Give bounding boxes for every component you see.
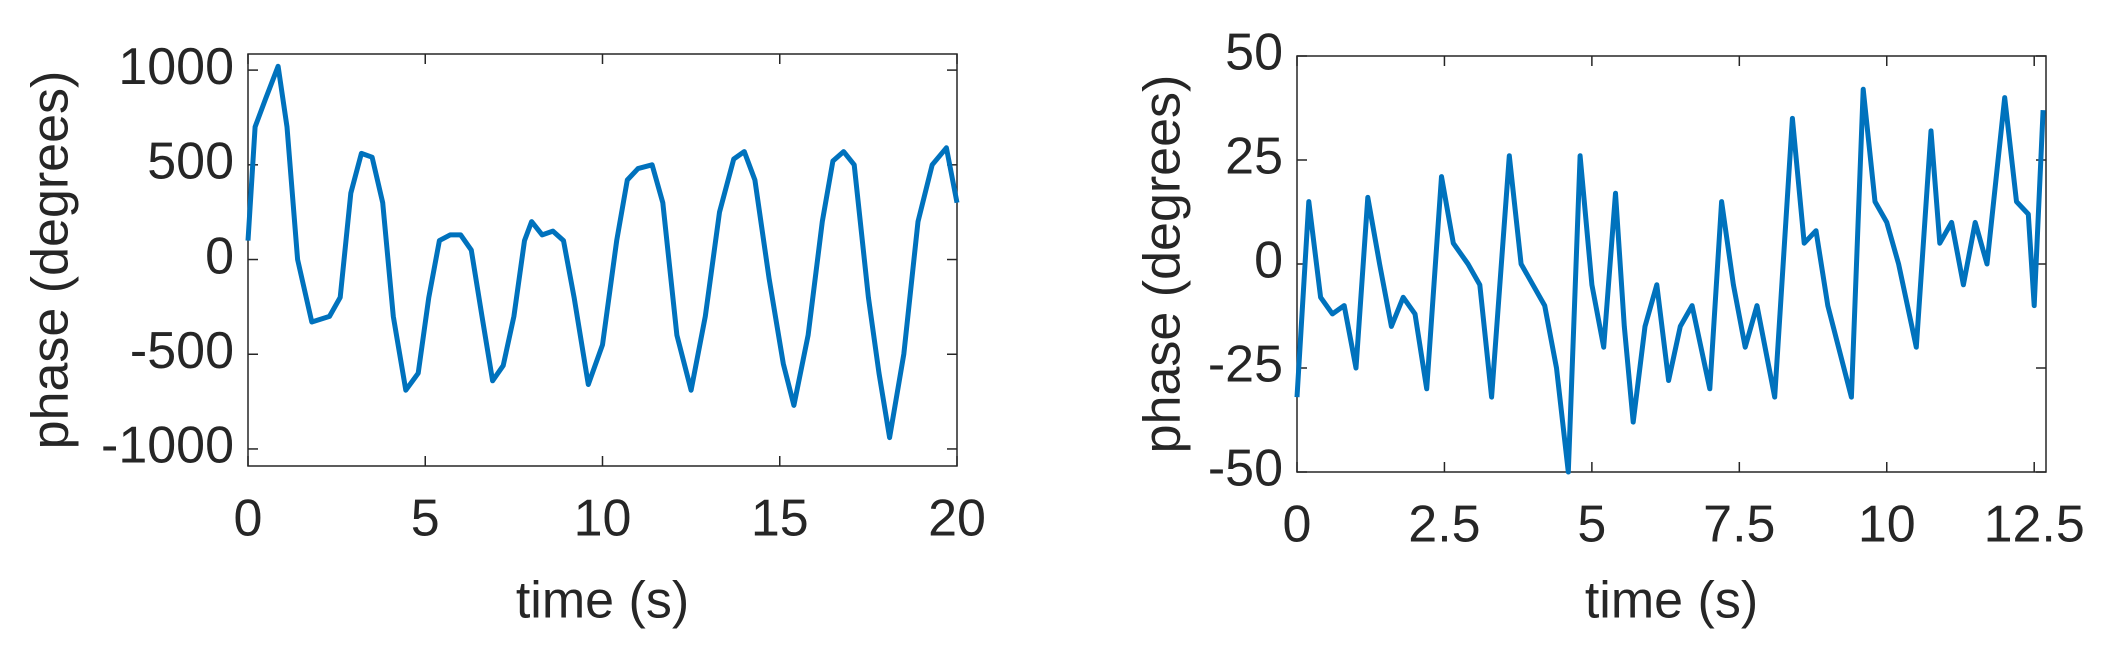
x-tick-label: 7.5 (1703, 496, 1775, 554)
data-line (245, 63, 960, 441)
data-line (1294, 86, 2046, 475)
x-axis-label: time (s) (516, 572, 689, 630)
x-tick-label: 5 (411, 490, 440, 548)
y-axis-label: phase (degrees) (1134, 75, 1192, 454)
y-tick-label: 1000 (118, 38, 234, 96)
x-tick-label: 2.5 (1408, 496, 1480, 554)
x-tick-label: 0 (1283, 496, 1312, 554)
y-tick-label: -500 (130, 322, 234, 380)
x-tick-label: 5 (1577, 496, 1606, 554)
x-tick-label: 20 (928, 490, 986, 548)
plot-frame (247, 53, 958, 467)
x-tick-label: 10 (574, 490, 632, 548)
x-tick-label: 15 (751, 490, 809, 548)
x-tick-label: 10 (1858, 496, 1916, 554)
y-tick-label: 0 (1254, 232, 1283, 290)
y-tick-label: 50 (1225, 24, 1283, 82)
y-tick-label: -25 (1208, 336, 1283, 394)
y-tick-label: -1000 (101, 417, 234, 475)
x-axis-label: time (s) (1585, 572, 1758, 630)
y-tick-label: 500 (147, 133, 234, 191)
plot-frame (1296, 55, 2047, 473)
x-tick-label: 12.5 (1984, 496, 2085, 554)
x-tick-label: 0 (234, 490, 263, 548)
y-tick-label: -50 (1208, 440, 1283, 498)
y-tick-label: 0 (205, 227, 234, 285)
y-tick-label: 25 (1225, 128, 1283, 186)
y-axis-label: phase (degrees) (22, 71, 80, 450)
